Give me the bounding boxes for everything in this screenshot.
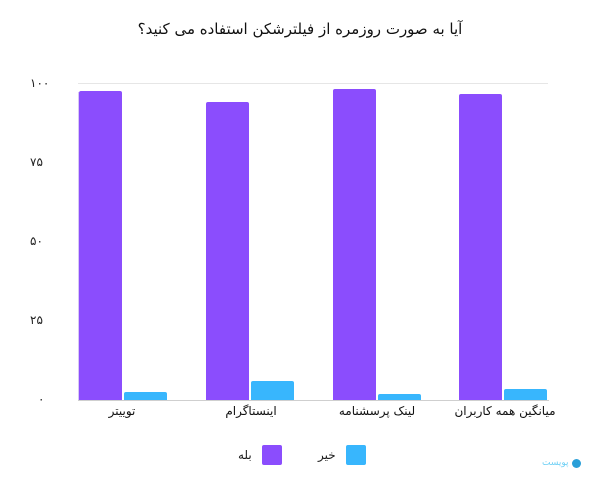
- bar-yes-3: [459, 94, 502, 400]
- y-tick-75: ۷۵: [30, 155, 43, 169]
- watermark-logo: پویست: [542, 458, 581, 468]
- legend-label-no: خیر: [318, 448, 336, 462]
- logo-icon: [571, 458, 581, 468]
- legend-swatch-yes: [261, 445, 282, 465]
- y-axis-line: [78, 92, 79, 400]
- bar-no-1: [251, 380, 294, 400]
- chart-title: آیا به صورت روزمره از فیلترشکن استفاده م…: [137, 20, 463, 38]
- bar-yes-2: [333, 89, 376, 400]
- x-axis-baseline: [78, 400, 549, 401]
- y-tick-0: ۰: [38, 392, 45, 406]
- bar-yes-0: [79, 90, 122, 400]
- bar-yes-1: [206, 102, 249, 400]
- legend-item-yes: بله: [238, 445, 282, 465]
- legend-swatch-no: [345, 445, 366, 465]
- y-tick-50: ۵۰: [30, 234, 43, 248]
- legend-label-yes: بله: [238, 448, 252, 462]
- x-label-all-users-average: میانگین همه کاربران: [454, 404, 556, 418]
- bar-no-2: [378, 393, 421, 400]
- x-label-survey-link: لینک پرسشنامه: [338, 404, 416, 418]
- legend-item-no: خیر: [318, 445, 366, 465]
- y-tick-25: ۲۵: [30, 313, 43, 327]
- x-label-twitter: توییتر: [108, 404, 136, 418]
- bar-no-3: [504, 388, 547, 400]
- y-tick-100: ۱۰۰: [30, 76, 50, 90]
- gridline-top: [78, 83, 548, 84]
- watermark-text: پویست: [542, 458, 569, 468]
- bar-no-0: [124, 392, 167, 400]
- x-label-instagram: اینستاگرام: [225, 404, 277, 418]
